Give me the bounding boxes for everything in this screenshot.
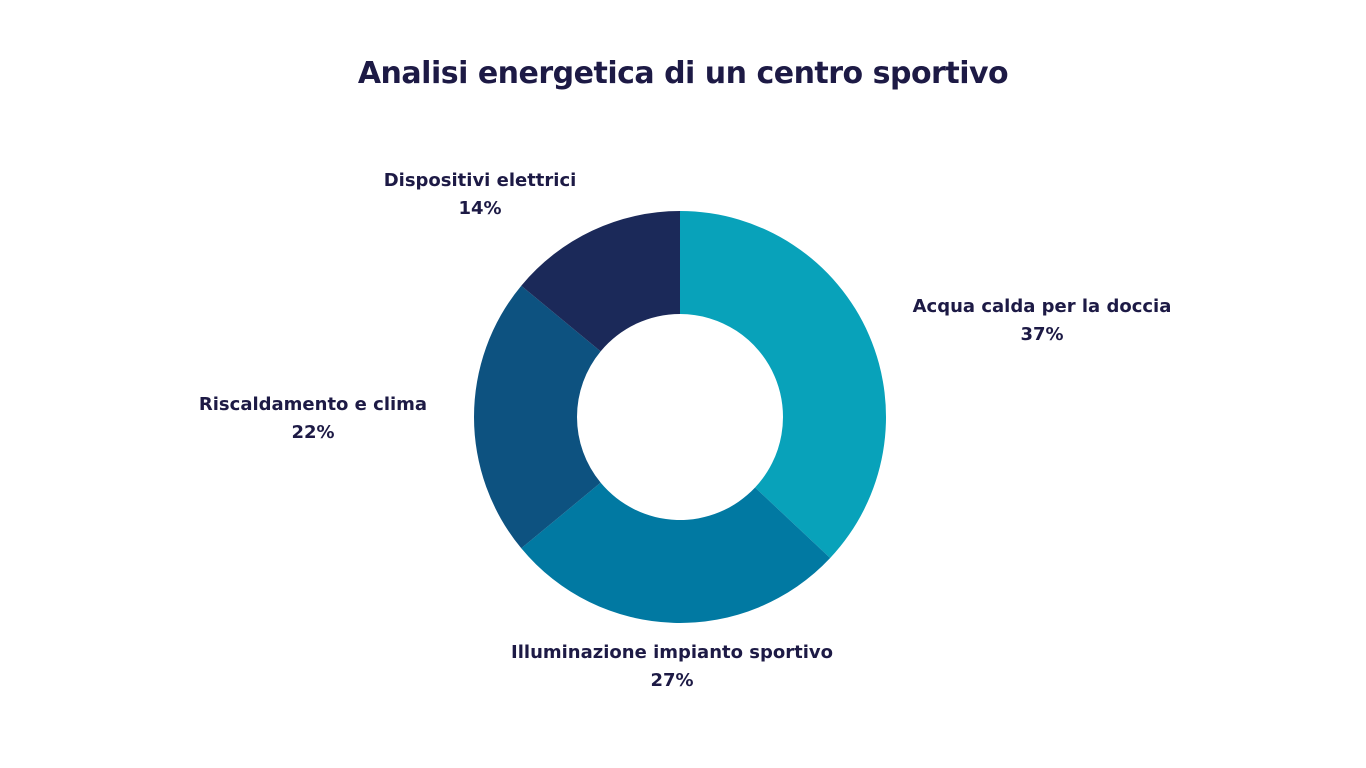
slice-value-label: 27%	[650, 670, 693, 691]
slice-category-label: Riscaldamento e clima	[199, 394, 427, 415]
donut-slices	[473, 210, 887, 623]
slice-category-label: Acqua calda per la doccia	[913, 296, 1172, 317]
slice-value-label: 14%	[458, 198, 501, 219]
donut-slice	[473, 285, 601, 549]
slice-value-label: 22%	[291, 422, 334, 443]
slice-category-label: Illuminazione impianto sportivo	[511, 642, 833, 663]
slice-labels: Acqua calda per la doccia 37% Illuminazion…	[199, 170, 1171, 691]
chart-title: Analisi energetica di un centro sportivo	[357, 56, 1009, 91]
slice-category-label: Dispositivi elettrici	[384, 170, 577, 191]
slice-value-label: 37%	[1020, 324, 1063, 345]
donut-slice	[521, 211, 680, 352]
donut-slice	[521, 482, 831, 623]
donut-slice	[680, 210, 887, 559]
